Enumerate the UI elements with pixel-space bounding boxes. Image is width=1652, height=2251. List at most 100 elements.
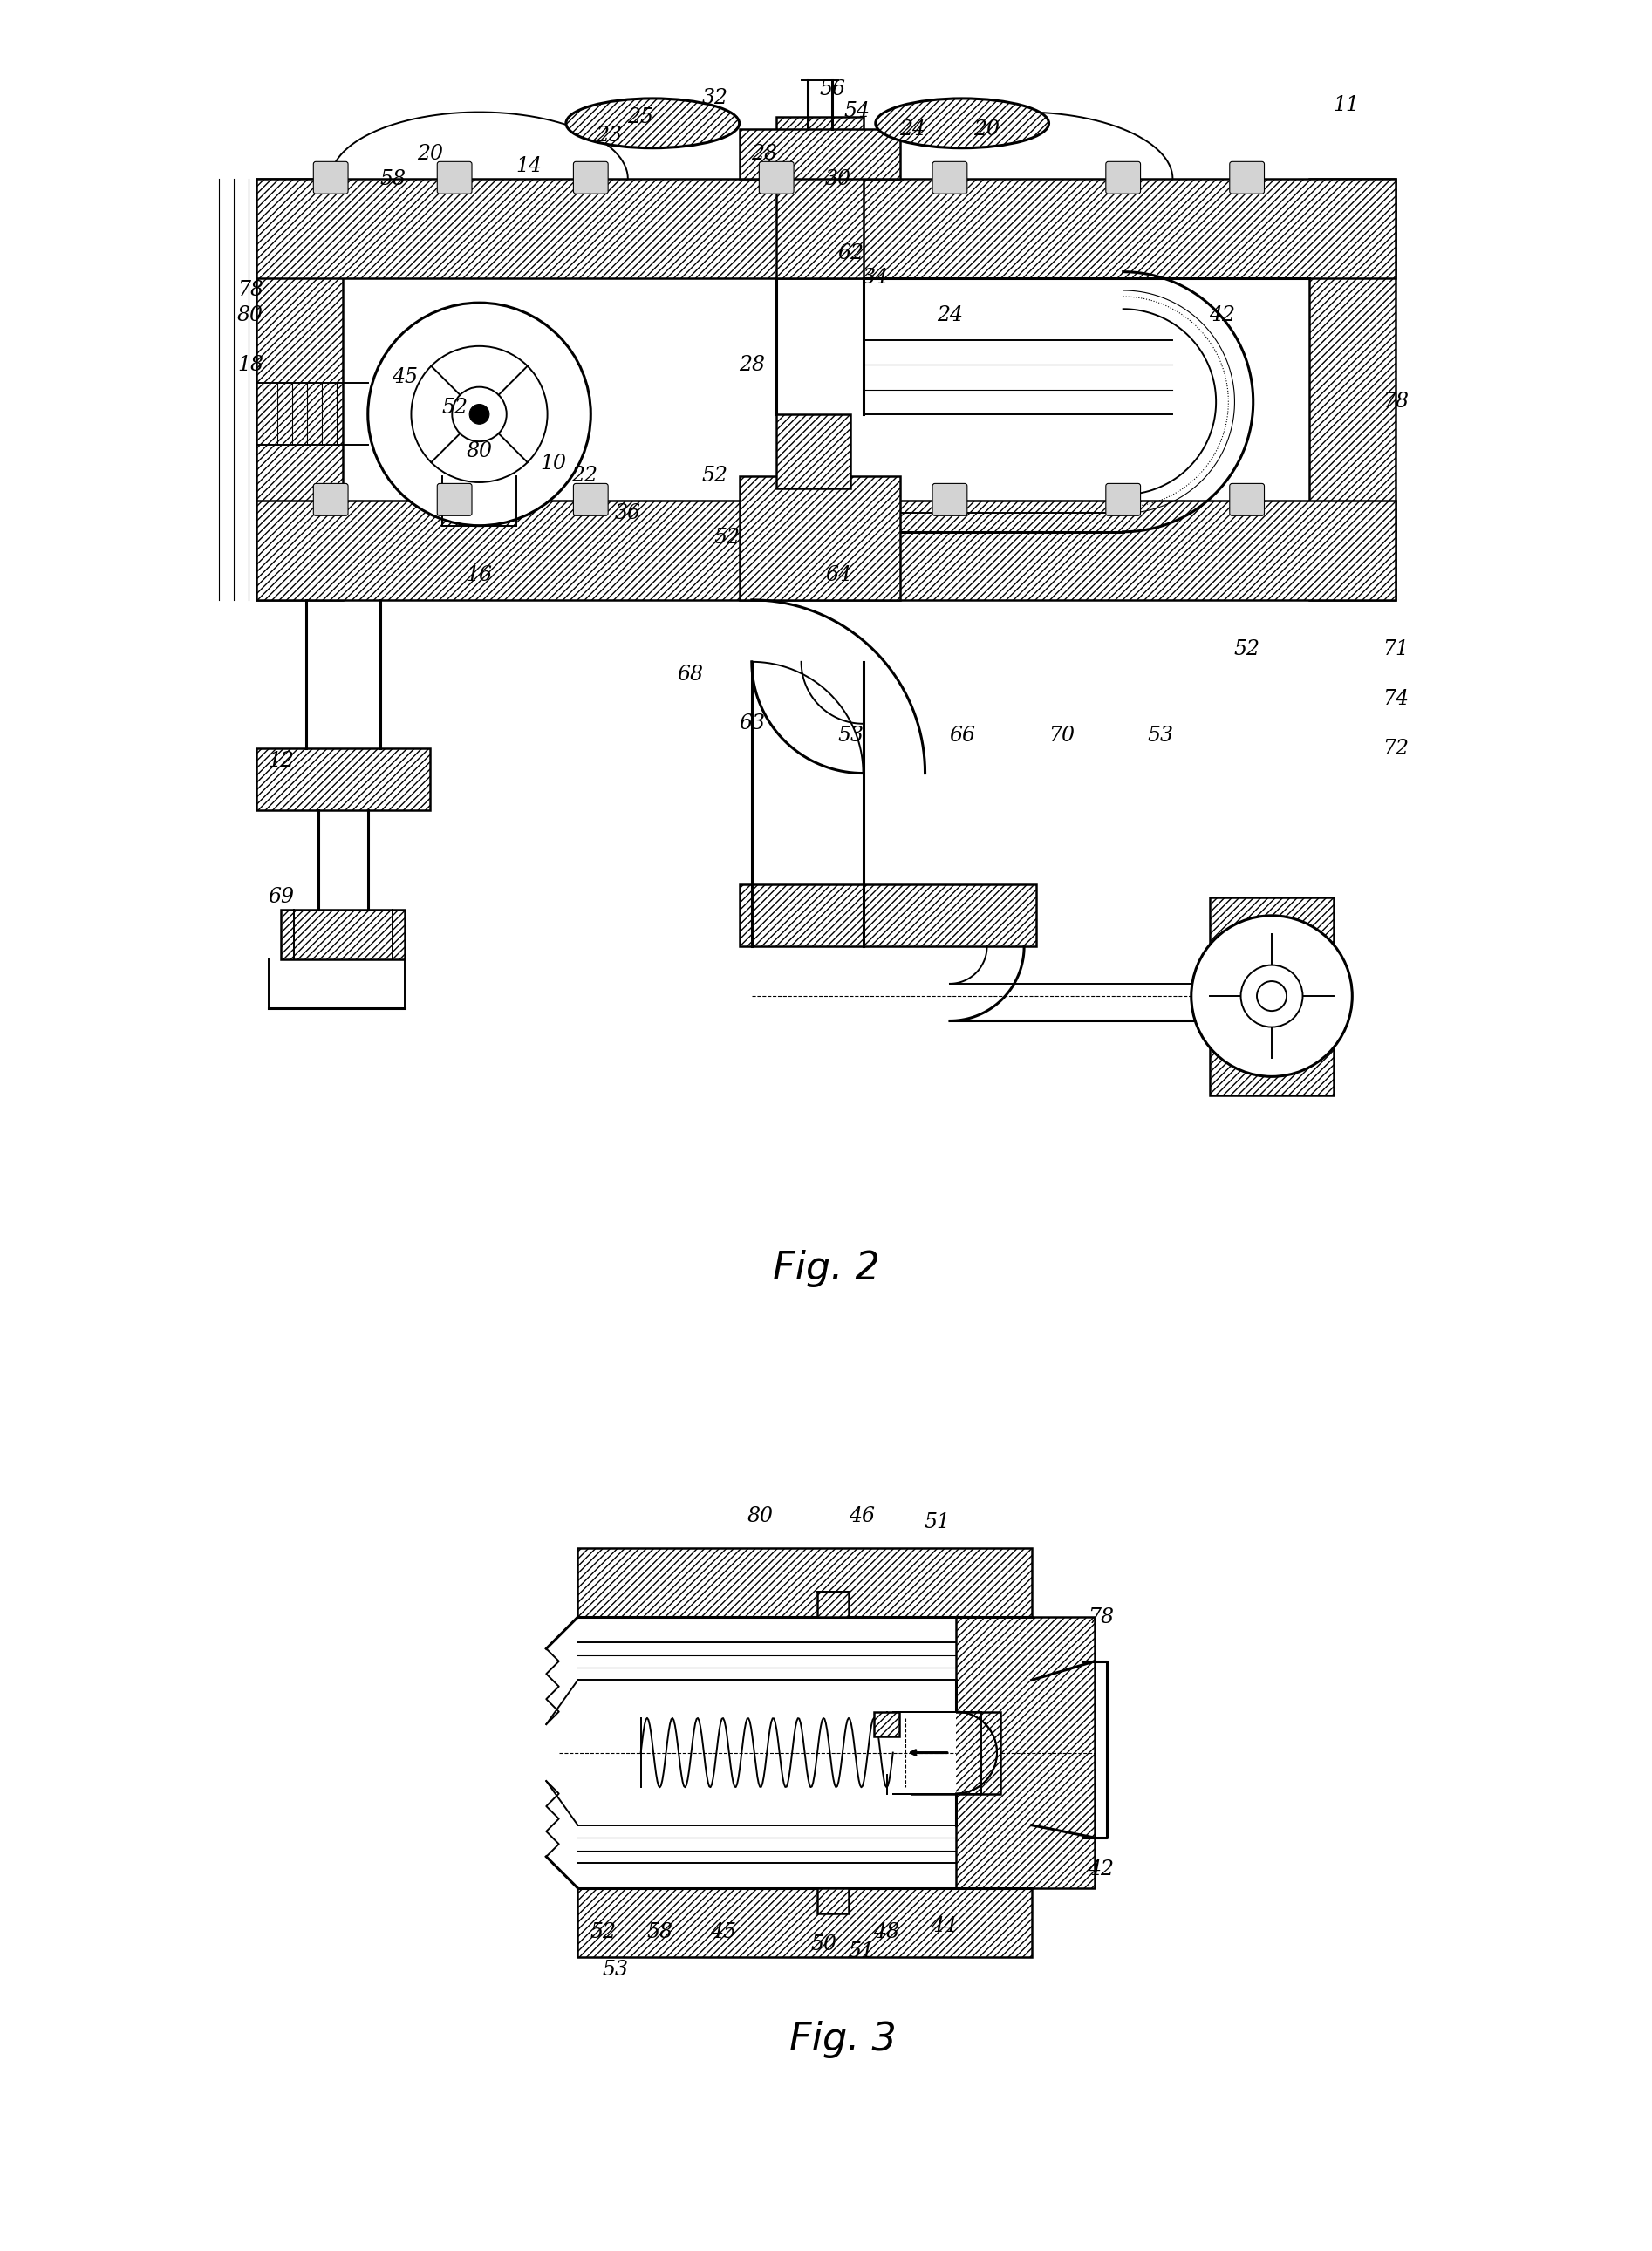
Text: Fig. 2: Fig. 2 [773,1249,879,1288]
Text: 80: 80 [238,306,263,324]
Text: 56: 56 [819,79,846,99]
Bar [740,131,900,180]
Circle shape [1241,966,1303,1026]
Bar [818,1889,849,1913]
Text: 74: 74 [1383,689,1409,709]
FancyBboxPatch shape [760,162,795,194]
Text: 58: 58 [646,1922,672,1943]
Text: 18: 18 [238,356,263,374]
FancyBboxPatch shape [1105,162,1140,194]
Bar [256,747,430,810]
Bar [957,1616,1095,1889]
Text: 66: 66 [950,727,975,745]
Text: 25: 25 [628,108,653,126]
Text: 51: 51 [849,1940,874,1961]
FancyBboxPatch shape [438,484,472,515]
Circle shape [469,405,489,423]
Text: 52: 52 [702,466,727,486]
Text: 52: 52 [1234,639,1260,660]
Text: 28: 28 [752,144,776,164]
Text: 78: 78 [1089,1607,1113,1627]
Text: 64: 64 [826,565,851,585]
Circle shape [453,387,507,441]
Bar [776,117,862,279]
Bar [874,1711,899,1738]
Text: 30: 30 [826,169,851,189]
Ellipse shape [567,99,740,149]
Text: 69: 69 [268,887,294,907]
Text: 80: 80 [747,1506,773,1526]
Circle shape [411,347,547,482]
FancyBboxPatch shape [314,162,349,194]
Bar [912,1711,999,1794]
Text: 72: 72 [1383,738,1409,759]
Circle shape [1191,916,1353,1076]
Text: 10: 10 [540,455,567,473]
FancyBboxPatch shape [573,484,608,515]
Text: 32: 32 [702,88,727,108]
Text: 28: 28 [738,356,765,374]
Text: 58: 58 [380,169,406,189]
FancyBboxPatch shape [932,484,966,515]
Bar [740,885,1036,945]
Text: 36: 36 [615,504,641,522]
Bar [256,502,1396,601]
Text: 23: 23 [596,126,623,146]
Bar [1209,898,1333,1096]
Text: 42: 42 [1209,306,1236,324]
Text: 63: 63 [738,714,765,734]
Text: 42: 42 [1089,1859,1113,1880]
Text: 70: 70 [1047,727,1074,745]
Bar [256,180,344,601]
Text: 78: 78 [238,281,263,299]
Bar [578,1549,1031,1616]
FancyBboxPatch shape [573,162,608,194]
FancyBboxPatch shape [932,162,966,194]
Bar [818,1591,849,1616]
FancyBboxPatch shape [438,162,472,194]
Text: 52: 52 [714,529,740,547]
FancyBboxPatch shape [1229,162,1264,194]
Text: 68: 68 [677,664,702,684]
FancyBboxPatch shape [1105,484,1140,515]
Text: 71: 71 [1383,639,1409,660]
FancyBboxPatch shape [1229,484,1264,515]
Bar [256,180,1396,279]
Text: 52: 52 [441,398,468,419]
Circle shape [1257,981,1287,1011]
Text: 20: 20 [416,144,443,164]
Text: 48: 48 [874,1922,900,1943]
Text: 24: 24 [937,306,963,324]
Text: 52: 52 [590,1922,616,1943]
Text: 44: 44 [930,1916,957,1936]
Bar [281,909,405,959]
Circle shape [368,304,591,527]
Text: 14: 14 [515,158,542,176]
Text: 34: 34 [862,268,889,288]
Bar [578,1889,1031,1958]
Text: 78: 78 [1383,392,1409,412]
Text: 53: 53 [1146,727,1173,745]
Bar [1308,180,1396,601]
Text: 12: 12 [268,752,294,770]
Text: 50: 50 [811,1936,836,1954]
Text: 16: 16 [466,565,492,585]
Text: 53: 53 [603,1961,629,1981]
Text: 62: 62 [838,243,864,263]
Bar [776,414,851,488]
Text: 24: 24 [900,119,925,140]
Bar [740,477,900,601]
Text: 22: 22 [572,466,598,486]
Text: 54: 54 [844,101,871,122]
Text: 51: 51 [923,1513,950,1533]
Text: 80: 80 [466,441,492,461]
Text: 45: 45 [710,1922,735,1943]
Text: 45: 45 [392,367,418,387]
Text: 11: 11 [1333,95,1360,115]
Text: Fig. 3: Fig. 3 [790,2021,895,2057]
FancyBboxPatch shape [314,484,349,515]
Text: 46: 46 [849,1506,874,1526]
Text: 53: 53 [838,727,864,745]
Text: 20: 20 [975,119,999,140]
Bar [894,1711,957,1794]
